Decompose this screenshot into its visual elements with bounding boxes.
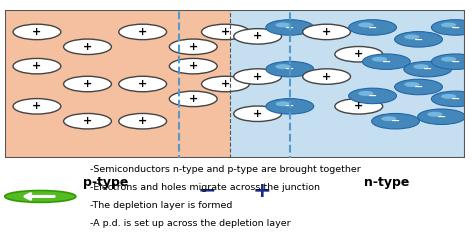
Circle shape xyxy=(275,23,291,27)
Text: +: + xyxy=(253,181,272,201)
Text: -Electrons and holes migrate across the junction: -Electrons and holes migrate across the … xyxy=(90,183,320,192)
Text: n-type: n-type xyxy=(364,176,409,189)
Circle shape xyxy=(358,23,374,27)
Circle shape xyxy=(349,88,396,104)
Circle shape xyxy=(234,69,282,84)
Circle shape xyxy=(169,91,217,107)
Text: −: − xyxy=(198,181,216,201)
Text: −: − xyxy=(285,101,294,111)
Text: +: + xyxy=(322,72,331,82)
Circle shape xyxy=(413,64,428,69)
Text: −: − xyxy=(368,91,377,101)
Circle shape xyxy=(303,24,350,40)
Circle shape xyxy=(441,57,456,62)
Circle shape xyxy=(5,191,76,202)
Circle shape xyxy=(119,114,166,129)
Text: +: + xyxy=(32,101,42,111)
Circle shape xyxy=(349,20,396,35)
Text: −: − xyxy=(423,64,432,74)
Text: −: − xyxy=(382,57,391,67)
Circle shape xyxy=(266,20,314,35)
Text: −: − xyxy=(391,116,400,126)
Circle shape xyxy=(395,79,442,95)
Circle shape xyxy=(169,58,217,74)
Text: +: + xyxy=(83,116,92,126)
Circle shape xyxy=(441,23,456,27)
Circle shape xyxy=(418,109,465,125)
Circle shape xyxy=(431,20,474,35)
Text: −: − xyxy=(414,82,423,92)
Text: −: − xyxy=(437,112,446,122)
Text: −: − xyxy=(285,64,294,74)
Circle shape xyxy=(64,114,111,129)
Text: +: + xyxy=(354,49,364,59)
Circle shape xyxy=(404,34,419,39)
Bar xyxy=(5,10,230,158)
Text: −: − xyxy=(451,23,460,32)
Bar xyxy=(230,10,465,158)
Circle shape xyxy=(13,24,61,40)
Circle shape xyxy=(431,54,474,69)
Text: +: + xyxy=(221,27,230,37)
Circle shape xyxy=(275,101,291,106)
Circle shape xyxy=(372,114,419,129)
Circle shape xyxy=(201,24,249,40)
Text: +: + xyxy=(322,27,331,37)
Text: −: − xyxy=(451,57,460,67)
Circle shape xyxy=(119,76,166,92)
Text: +: + xyxy=(83,79,92,89)
Circle shape xyxy=(64,39,111,54)
Circle shape xyxy=(234,106,282,121)
Circle shape xyxy=(234,29,282,44)
Text: +: + xyxy=(189,61,198,71)
Circle shape xyxy=(169,39,217,54)
Circle shape xyxy=(13,58,61,74)
Text: +: + xyxy=(138,79,147,89)
Circle shape xyxy=(275,64,291,69)
Circle shape xyxy=(441,94,456,99)
Text: +: + xyxy=(189,94,198,104)
Text: +: + xyxy=(138,116,147,126)
Text: -The depletion layer is formed: -The depletion layer is formed xyxy=(90,201,232,210)
Text: +: + xyxy=(221,79,230,89)
Circle shape xyxy=(201,76,249,92)
Circle shape xyxy=(372,57,387,62)
Text: -A p.d. is set up across the depletion layer: -A p.d. is set up across the depletion l… xyxy=(90,219,291,228)
Text: +: + xyxy=(253,109,262,119)
Text: +: + xyxy=(253,31,262,41)
Circle shape xyxy=(64,76,111,92)
Text: −: − xyxy=(451,94,460,104)
Circle shape xyxy=(404,82,419,87)
Circle shape xyxy=(335,99,383,114)
Circle shape xyxy=(381,116,397,121)
Text: +: + xyxy=(138,27,147,37)
Circle shape xyxy=(363,54,410,69)
Text: -Semiconductors n-type and p-type are brought together: -Semiconductors n-type and p-type are br… xyxy=(90,165,361,174)
Circle shape xyxy=(303,69,350,84)
Text: +: + xyxy=(354,101,364,111)
Circle shape xyxy=(431,91,474,107)
Text: −: − xyxy=(414,34,423,44)
Text: −: − xyxy=(285,23,294,32)
Text: p-type: p-type xyxy=(83,176,128,189)
Text: +: + xyxy=(253,72,262,82)
Text: −: − xyxy=(368,23,377,32)
Text: +: + xyxy=(189,42,198,52)
Circle shape xyxy=(404,61,452,77)
Circle shape xyxy=(119,24,166,40)
Circle shape xyxy=(266,61,314,77)
Circle shape xyxy=(266,99,314,114)
Text: +: + xyxy=(83,42,92,52)
Circle shape xyxy=(335,47,383,62)
Circle shape xyxy=(358,91,374,96)
Circle shape xyxy=(395,32,442,47)
Text: +: + xyxy=(32,27,42,37)
Circle shape xyxy=(13,99,61,114)
Text: +: + xyxy=(32,61,42,71)
Circle shape xyxy=(427,112,443,117)
Bar xyxy=(180,5,290,163)
